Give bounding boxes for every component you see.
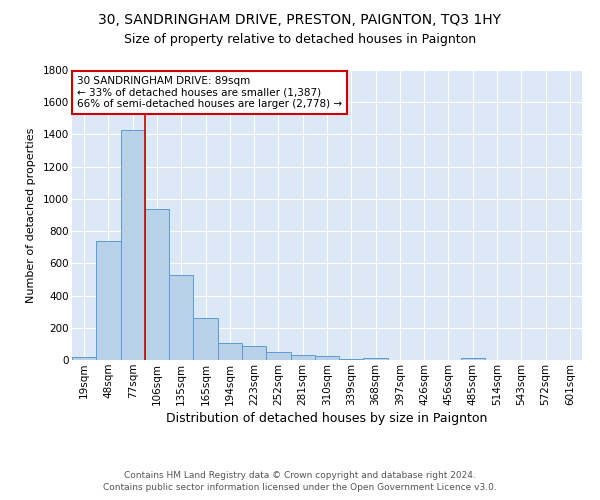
Y-axis label: Number of detached properties: Number of detached properties	[26, 128, 36, 302]
Text: 30, SANDRINGHAM DRIVE, PRESTON, PAIGNTON, TQ3 1HY: 30, SANDRINGHAM DRIVE, PRESTON, PAIGNTON…	[98, 12, 502, 26]
Bar	[96, 241, 121, 360]
Bar	[339, 359, 364, 360]
Text: 30 SANDRINGHAM DRIVE: 89sqm
← 33% of detached houses are smaller (1,387)
66% of : 30 SANDRINGHAM DRIVE: 89sqm ← 33% of det…	[77, 76, 342, 109]
Bar	[461, 358, 485, 360]
Bar	[364, 358, 388, 360]
Bar	[121, 130, 145, 360]
Text: Size of property relative to detached houses in Paignton: Size of property relative to detached ho…	[124, 32, 476, 46]
Bar	[290, 356, 315, 360]
Bar	[169, 274, 193, 360]
Bar	[315, 356, 339, 360]
Bar	[266, 352, 290, 360]
Bar	[242, 346, 266, 360]
Text: Contains HM Land Registry data © Crown copyright and database right 2024.
Contai: Contains HM Land Registry data © Crown c…	[103, 471, 497, 492]
X-axis label: Distribution of detached houses by size in Paignton: Distribution of detached houses by size …	[166, 412, 488, 425]
Bar	[145, 210, 169, 360]
Bar	[193, 318, 218, 360]
Bar	[72, 357, 96, 360]
Bar	[218, 344, 242, 360]
